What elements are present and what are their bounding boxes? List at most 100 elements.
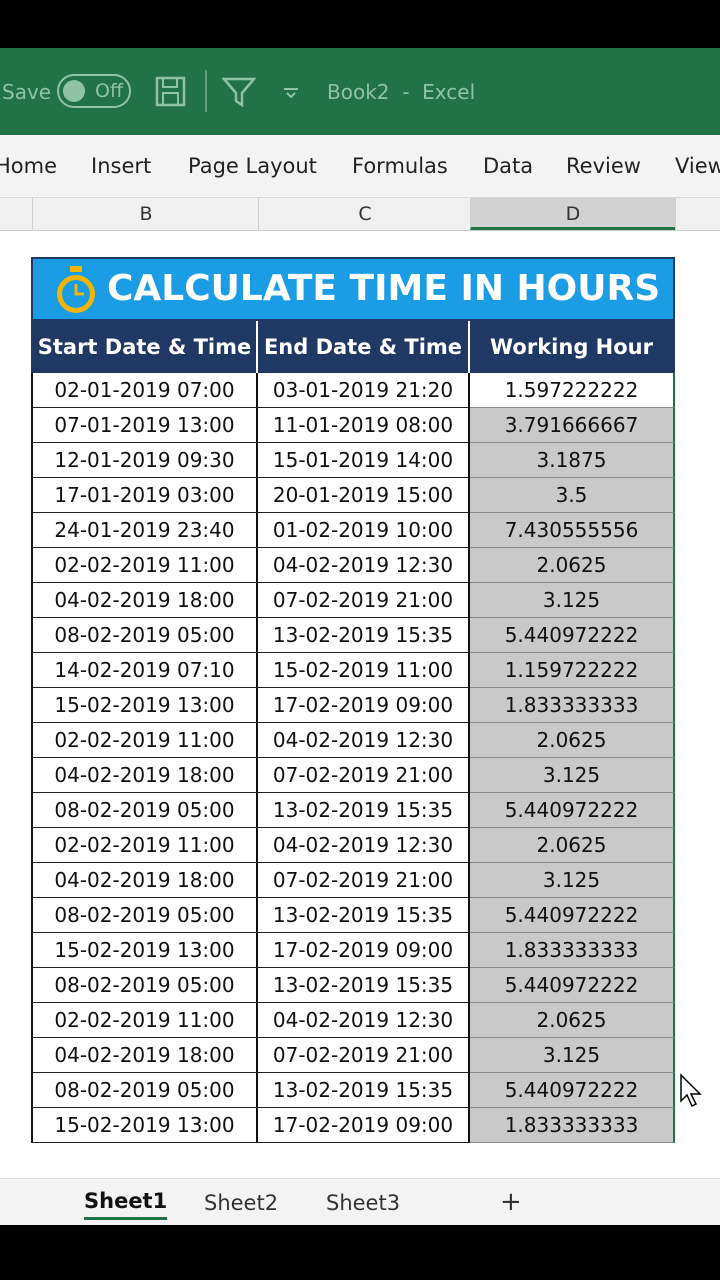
table-header: Working Hour: [470, 321, 675, 373]
table-cell[interactable]: 07-02-2019 21:00: [258, 1038, 470, 1073]
table-title: CALCULATE TIME IN HOURS: [107, 268, 661, 309]
table-cell[interactable]: 14-02-2019 07:10: [31, 653, 258, 688]
table-cell[interactable]: 3.125: [470, 863, 675, 898]
table-cell[interactable]: 1.833333333: [470, 688, 675, 723]
autosave-toggle[interactable]: Off: [57, 74, 131, 108]
column-header[interactable]: B: [32, 198, 259, 230]
table-cell[interactable]: 04-02-2019 12:30: [258, 1003, 470, 1038]
filter-icon[interactable]: [222, 76, 256, 108]
table-cell[interactable]: 02-02-2019 11:00: [31, 1003, 258, 1038]
table-cell[interactable]: 11-01-2019 08:00: [258, 408, 470, 443]
table-cell[interactable]: 15-02-2019 11:00: [258, 653, 470, 688]
table-cell[interactable]: 17-02-2019 09:00: [258, 933, 470, 968]
table-cell[interactable]: 17-02-2019 09:00: [258, 688, 470, 723]
table-cell[interactable]: 02-02-2019 11:00: [31, 548, 258, 583]
column-header-e: [675, 198, 720, 230]
table-cell[interactable]: 3.791666667: [470, 408, 675, 443]
table-cell[interactable]: 5.440972222: [470, 968, 675, 1003]
table-cell[interactable]: 2.0625: [470, 828, 675, 863]
table-cell[interactable]: 15-02-2019 13:00: [31, 933, 258, 968]
table-cell[interactable]: 24-01-2019 23:40: [31, 513, 258, 548]
table-header: End Date & Time: [258, 321, 470, 373]
sheet-tab[interactable]: Sheet1: [84, 1189, 168, 1220]
table-cell[interactable]: 08-02-2019 05:00: [31, 898, 258, 933]
table-cell[interactable]: 15-01-2019 14:00: [258, 443, 470, 478]
table-cell[interactable]: 20-01-2019 15:00: [258, 478, 470, 513]
table-cell[interactable]: 1.833333333: [470, 933, 675, 968]
table-cell[interactable]: 17-01-2019 03:00: [31, 478, 258, 513]
table-cell[interactable]: 07-02-2019 21:00: [258, 583, 470, 618]
table-cell[interactable]: 04-02-2019 18:00: [31, 583, 258, 618]
table-cell[interactable]: 1.159722222: [470, 653, 675, 688]
sheet-tab[interactable]: Sheet3: [326, 1191, 401, 1215]
table-cell[interactable]: 13-02-2019 15:35: [258, 1073, 470, 1108]
table-cell[interactable]: 02-01-2019 07:00: [31, 373, 258, 408]
ribbon-tab[interactable]: Formulas: [352, 154, 448, 178]
table-cell[interactable]: 07-02-2019 21:00: [258, 758, 470, 793]
separator: [205, 70, 207, 112]
stopwatch-icon: [57, 266, 95, 313]
table-cell[interactable]: 08-02-2019 05:00: [31, 1073, 258, 1108]
table-cell[interactable]: 3.1875: [470, 443, 675, 478]
table-cell[interactable]: 5.440972222: [470, 618, 675, 653]
ribbon-tab[interactable]: Insert: [91, 154, 152, 178]
table-cell[interactable]: 2.0625: [470, 1003, 675, 1038]
mouse-cursor: [680, 1073, 702, 1108]
table-cell[interactable]: 13-02-2019 15:35: [258, 968, 470, 1003]
table-cell[interactable]: 04-02-2019 12:30: [258, 723, 470, 758]
table-cell[interactable]: 04-02-2019 12:30: [258, 828, 470, 863]
sheet-tab[interactable]: +: [500, 1187, 522, 1217]
table-cell[interactable]: 12-01-2019 09:30: [31, 443, 258, 478]
ribbon-tab[interactable]: Review: [566, 154, 641, 178]
table-header: Start Date & Time: [31, 321, 258, 373]
table-cell[interactable]: 08-02-2019 05:00: [31, 968, 258, 1003]
table-cell[interactable]: 08-02-2019 05:00: [31, 793, 258, 828]
top-band: [0, 0, 720, 48]
table-title-banner: CALCULATE TIME IN HOURS: [31, 257, 675, 321]
table-cell[interactable]: 17-02-2019 09:00: [258, 1108, 470, 1143]
ribbon-tab[interactable]: View: [675, 154, 720, 178]
column-header[interactable]: C: [258, 198, 471, 230]
save-icon[interactable]: [155, 76, 187, 108]
table-cell[interactable]: 07-01-2019 13:00: [31, 408, 258, 443]
table-cell[interactable]: 3.125: [470, 758, 675, 793]
table-cell[interactable]: 13-02-2019 15:35: [258, 793, 470, 828]
qat-dropdown[interactable]: [283, 85, 299, 99]
table-cell[interactable]: 03-01-2019 21:20: [258, 373, 470, 408]
table-cell[interactable]: 04-02-2019 18:00: [31, 758, 258, 793]
table-cell[interactable]: 07-02-2019 21:00: [258, 863, 470, 898]
table-cell[interactable]: 02-02-2019 11:00: [31, 828, 258, 863]
table-cell[interactable]: 2.0625: [470, 723, 675, 758]
table-cell[interactable]: 01-02-2019 10:00: [258, 513, 470, 548]
ribbon-tab[interactable]: Page Layout: [188, 154, 317, 178]
table-cell[interactable]: 7.430555556: [470, 513, 675, 548]
sheet-tab[interactable]: Sheet2: [204, 1191, 279, 1215]
ribbon-tab[interactable]: Data: [483, 154, 534, 178]
toggle-label: Off: [95, 80, 124, 102]
table-cell[interactable]: 2.0625: [470, 548, 675, 583]
table-cell[interactable]: 13-02-2019 15:35: [258, 618, 470, 653]
table-cell[interactable]: 3.125: [470, 1038, 675, 1073]
table-cell[interactable]: 5.440972222: [470, 793, 675, 828]
table-cell[interactable]: 15-02-2019 13:00: [31, 688, 258, 723]
bottom-band: [0, 1225, 720, 1280]
ribbon-tab[interactable]: Home: [0, 154, 58, 178]
table-cell[interactable]: 1.597222222: [470, 373, 675, 408]
table-cell[interactable]: 5.440972222: [470, 1073, 675, 1108]
table-cell[interactable]: 02-02-2019 11:00: [31, 723, 258, 758]
table-cell[interactable]: 08-02-2019 05:00: [31, 618, 258, 653]
table-cell[interactable]: 15-02-2019 13:00: [31, 1108, 258, 1143]
title-bar: Save Off Book2 - Excel: [0, 48, 720, 135]
table-cell[interactable]: 3.5: [470, 478, 675, 513]
table-cell[interactable]: 13-02-2019 15:35: [258, 898, 470, 933]
column-header[interactable]: D: [470, 198, 675, 230]
table-cell[interactable]: 1.833333333: [470, 1108, 675, 1143]
table-cell[interactable]: 04-02-2019 18:00: [31, 863, 258, 898]
table-cell[interactable]: 5.440972222: [470, 898, 675, 933]
table-cell[interactable]: 04-02-2019 12:30: [258, 548, 470, 583]
document-title: Book2 - Excel: [327, 80, 476, 104]
table-cell[interactable]: 04-02-2019 18:00: [31, 1038, 258, 1073]
table-cell[interactable]: 3.125: [470, 583, 675, 618]
